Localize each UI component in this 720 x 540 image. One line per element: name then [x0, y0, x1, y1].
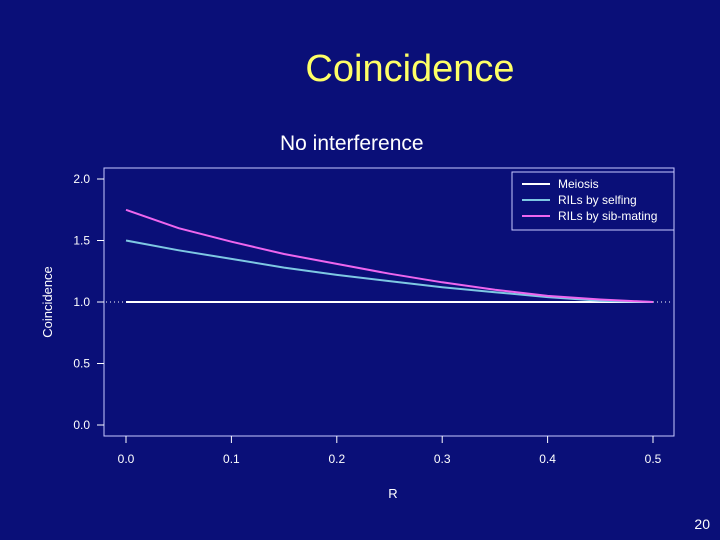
axes: 0.0 0.1 0.2 0.3 0.4 0.5 0.0 0.5 1.0 1.5 2.0	[73, 167, 675, 466]
series-lines	[125, 208, 654, 303]
x-axis-label: R	[388, 486, 397, 501]
y-tick-label: 0.0	[73, 418, 90, 432]
x-tick-label: 0.5	[645, 452, 662, 466]
slide-title: Coincidence	[305, 48, 515, 90]
chart-title: No interference	[280, 132, 424, 155]
legend-label: Meiosis	[558, 177, 599, 191]
x-tick-label: 0.4	[539, 452, 556, 466]
y-tick-label: 2.0	[73, 172, 90, 186]
legend-box	[511, 171, 675, 231]
legend-label: RILs by sib-mating	[558, 209, 657, 223]
x-tick-label: 0.0	[118, 452, 135, 466]
x-tick-label: 0.2	[328, 452, 345, 466]
legend: Meiosis RILs by selfing RILs by sib-mating	[511, 171, 675, 231]
page-number: 20	[694, 516, 710, 532]
x-tick-label: 0.3	[434, 452, 451, 466]
y-axis-label: Coincidence	[40, 266, 55, 338]
series-line-rils-by-sib-mating	[125, 208, 654, 303]
legend-label: RILs by selfing	[558, 193, 637, 207]
series-line-rils-by-selfing	[125, 239, 654, 303]
x-tick-label: 0.1	[223, 452, 240, 466]
y-tick-label: 1.0	[73, 295, 90, 309]
y-tick-label: 1.5	[73, 234, 90, 248]
y-tick-label: 0.5	[73, 357, 90, 371]
